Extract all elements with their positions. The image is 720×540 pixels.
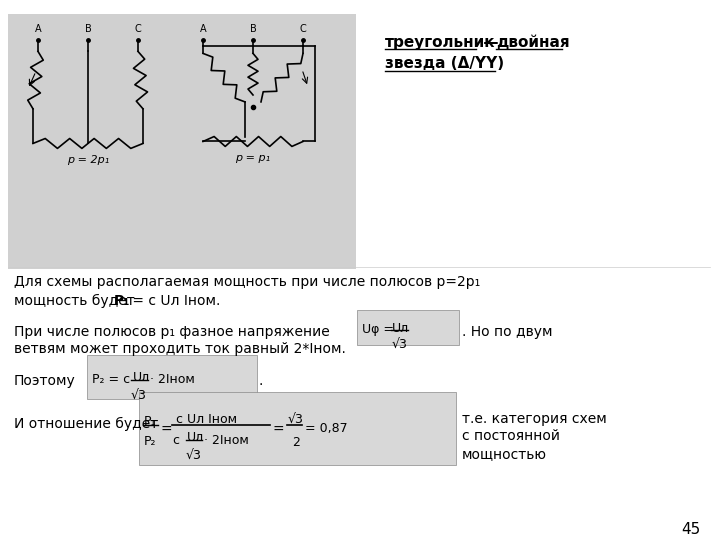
Text: P₁: P₁: [144, 415, 156, 428]
Text: p = 2p₁: p = 2p₁: [67, 156, 109, 165]
FancyBboxPatch shape: [87, 355, 257, 399]
Text: . Но по двум: . Но по двум: [462, 325, 552, 339]
Text: A: A: [199, 24, 207, 33]
Text: =: =: [160, 422, 171, 436]
Text: И отношение будет: И отношение будет: [14, 416, 158, 430]
Text: 2: 2: [292, 436, 300, 449]
Text: c: c: [172, 434, 179, 447]
Text: A: A: [35, 24, 41, 33]
Text: 45: 45: [680, 522, 700, 537]
Text: · 2Iном: · 2Iном: [204, 434, 249, 447]
Text: P₂ = c: P₂ = c: [92, 373, 130, 386]
Text: √3: √3: [186, 449, 202, 462]
Text: двойная: двойная: [496, 35, 570, 50]
Text: √3: √3: [392, 338, 408, 350]
Text: —: —: [478, 35, 504, 50]
Text: B: B: [85, 24, 91, 33]
Text: C: C: [300, 24, 307, 33]
Text: =: =: [273, 422, 284, 436]
Text: = c Uл Iном.: = c Uл Iном.: [128, 294, 220, 308]
Text: мощностью: мощностью: [462, 447, 547, 461]
Text: с постоянной: с постоянной: [462, 429, 560, 443]
Text: Uл: Uл: [133, 371, 150, 384]
Text: Р₁: Р₁: [114, 294, 130, 308]
Text: .: .: [258, 374, 262, 388]
Text: Uл: Uл: [392, 321, 409, 335]
Text: При числе полюсов p₁ фазное напряжение: При числе полюсов p₁ фазное напряжение: [14, 325, 330, 339]
Text: Uφ =: Uφ =: [362, 322, 394, 335]
Text: мощность будет: мощность будет: [14, 294, 139, 308]
Text: Поэтому: Поэтому: [14, 374, 76, 388]
Text: B: B: [250, 24, 256, 33]
Text: · 2Iном: · 2Iном: [150, 373, 195, 386]
Text: c Uл Iном: c Uл Iном: [176, 413, 237, 426]
Text: √3: √3: [288, 413, 304, 426]
Text: ветвям может проходить ток равный 2*Iном.: ветвям может проходить ток равный 2*Iном…: [14, 342, 346, 356]
FancyBboxPatch shape: [139, 392, 456, 465]
FancyBboxPatch shape: [357, 309, 459, 345]
Text: звезда (Δ/YY): звезда (Δ/YY): [385, 56, 504, 71]
Text: √3: √3: [131, 389, 147, 402]
Bar: [8, 14, 356, 269]
Text: Для схемы располагаемая мощность при числе полюсов p=2p₁: Для схемы располагаемая мощность при чис…: [14, 275, 480, 289]
Text: т.е. категория схем: т.е. категория схем: [462, 411, 607, 426]
Text: P₂: P₂: [144, 435, 156, 448]
Text: p = p₁: p = p₁: [235, 153, 271, 163]
Text: C: C: [135, 24, 141, 33]
Text: треугольник: треугольник: [385, 35, 495, 50]
Text: Uл: Uл: [187, 431, 204, 444]
Text: = 0,87: = 0,87: [305, 422, 348, 435]
